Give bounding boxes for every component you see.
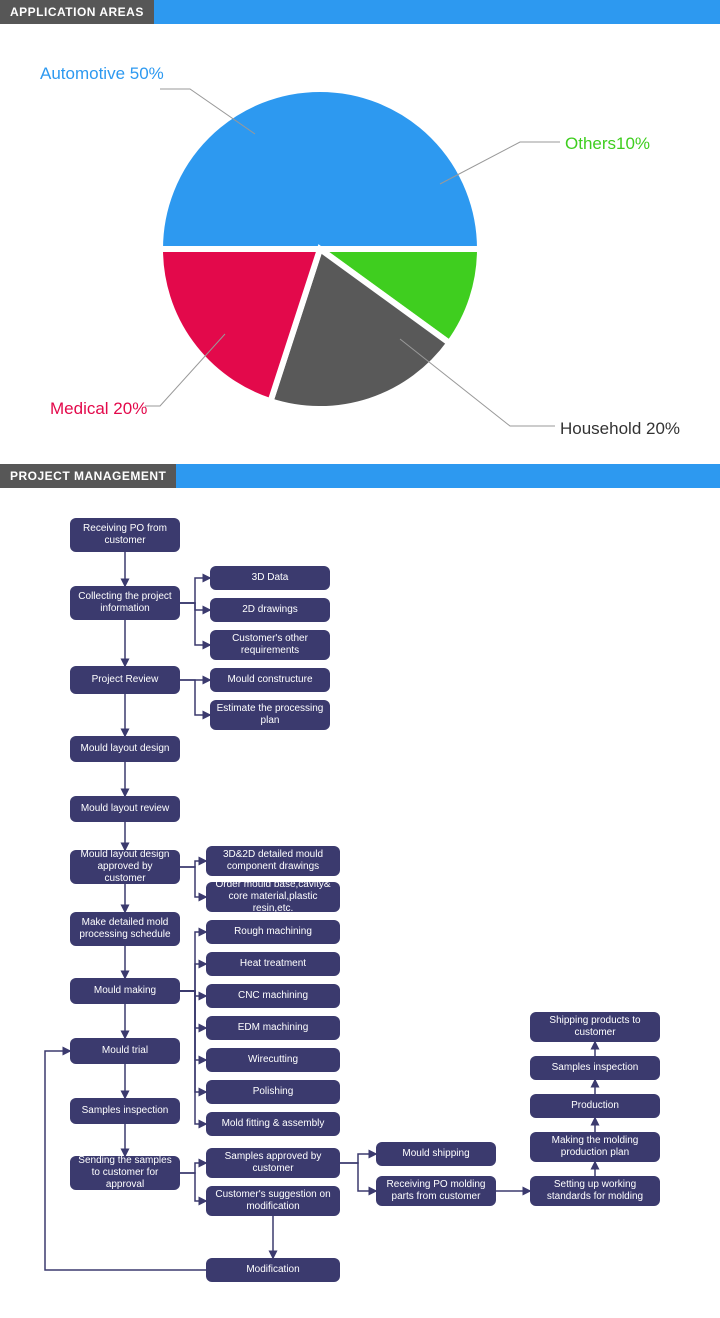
- flowchart-edge: [180, 680, 210, 715]
- flowchart-edge: [180, 932, 206, 991]
- flowchart-edge: [180, 991, 206, 1092]
- flowchart-node: Mould layout design approved by customer: [70, 850, 180, 884]
- flowchart-container: Receiving PO from customer Collecting the…: [0, 488, 720, 1318]
- flowchart-edge: [180, 861, 206, 867]
- flowchart-node: EDM machining: [206, 1016, 340, 1040]
- flowchart-edge: [180, 1163, 206, 1173]
- flowchart-node: Customer's suggestion on modification: [206, 1186, 340, 1216]
- flowchart-node: Wirecutting: [206, 1048, 340, 1072]
- flowchart-node: 3D Data: [210, 566, 330, 590]
- flowchart-node: Sending the samples to customer for appr…: [70, 1156, 180, 1190]
- flowchart-edge: [180, 991, 206, 1124]
- flowchart-edge: [180, 578, 210, 603]
- flowchart-node: Samples inspection: [530, 1056, 660, 1080]
- flowchart-node: Mould making: [70, 978, 180, 1004]
- pie-chart: [0, 24, 720, 464]
- flowchart-edge: [340, 1163, 376, 1191]
- flowchart-node: Receiving PO molding parts from customer: [376, 1176, 496, 1206]
- flowchart-node: Mould shipping: [376, 1142, 496, 1166]
- flowchart-edge: [180, 964, 206, 991]
- flowchart-node: Setting up working standards for molding: [530, 1176, 660, 1206]
- pie-slice-label: Others10%: [565, 134, 650, 154]
- flowchart-node: Mold fitting & assembly: [206, 1112, 340, 1136]
- flowchart-node: Samples inspection: [70, 1098, 180, 1124]
- flowchart-node: Mould trial: [70, 1038, 180, 1064]
- pie-slice: [160, 89, 480, 249]
- flowchart-node: Mould constructure: [210, 668, 330, 692]
- flowchart-node: Order mould base,cavity& core material,p…: [206, 882, 340, 912]
- flowchart-node: CNC machining: [206, 984, 340, 1008]
- section-header-application-areas: APPLICATION AREAS: [0, 0, 720, 24]
- flowchart-node: Mould layout review: [70, 796, 180, 822]
- flowchart-node: 2D drawings: [210, 598, 330, 622]
- section-header-project-management: PROJECT MANAGEMENT: [0, 464, 720, 488]
- flowchart-node: Collecting the project information: [70, 586, 180, 620]
- flowchart-node: Project Review: [70, 666, 180, 694]
- flowchart-edge: [180, 991, 206, 1060]
- flowchart-node: 3D&2D detailed mould component drawings: [206, 846, 340, 876]
- flowchart-node: Heat treatment: [206, 952, 340, 976]
- section-title: PROJECT MANAGEMENT: [0, 464, 176, 488]
- section-title: APPLICATION AREAS: [0, 0, 154, 24]
- flowchart-node: Shipping products to customer: [530, 1012, 660, 1042]
- flowchart-node: Mould layout design: [70, 736, 180, 762]
- flowchart-edge: [340, 1154, 376, 1163]
- flowchart-node: Production: [530, 1094, 660, 1118]
- pie-slice-label: Automotive 50%: [40, 64, 164, 84]
- pie-slice-label: Medical 20%: [50, 399, 147, 419]
- flowchart-node: Rough machining: [206, 920, 340, 944]
- flowchart-node: Receiving PO from customer: [70, 518, 180, 552]
- flowchart-edge: [180, 867, 206, 897]
- flowchart-node: Modification: [206, 1258, 340, 1282]
- flowchart-node: Estimate the processing plan: [210, 700, 330, 730]
- flowchart-node: Make detailed mold processing schedule: [70, 912, 180, 946]
- pie-slice-label: Household 20%: [560, 419, 680, 439]
- flowchart-node: Making the molding production plan: [530, 1132, 660, 1162]
- flowchart-node: Polishing: [206, 1080, 340, 1104]
- flowchart-node: Customer's other requirements: [210, 630, 330, 660]
- flowchart-edge: [180, 1173, 206, 1201]
- pie-chart-container: Automotive 50% Others10% Household 20% Medi…: [0, 24, 720, 464]
- flowchart-node: Samples approved by customer: [206, 1148, 340, 1178]
